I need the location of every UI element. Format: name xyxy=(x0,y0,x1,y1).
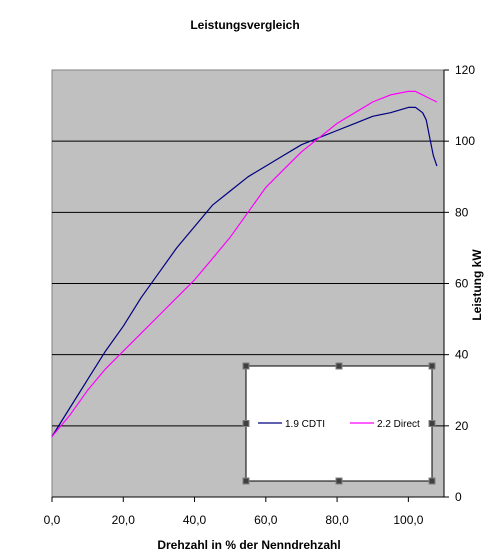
legend-handle-6[interactable] xyxy=(242,477,250,485)
y-tick-label: 40 xyxy=(455,348,469,362)
x-axis: 0,0 20,0 40,0 60,0 80,0 100,0 xyxy=(44,496,444,527)
series-layer xyxy=(51,90,438,437)
legend-handle-4[interactable] xyxy=(242,420,250,427)
x-tick-label: 40,0 xyxy=(183,513,207,527)
legend-handle-7[interactable] xyxy=(335,477,343,485)
legend-selection-handles[interactable] xyxy=(242,362,436,485)
y-tick-label: 100 xyxy=(455,134,475,148)
legend-handle-2[interactable] xyxy=(335,362,343,370)
y-tick-label: 0 xyxy=(455,490,462,504)
series-line-1 xyxy=(51,106,438,437)
y-tick-label: 20 xyxy=(455,419,469,433)
y-axis-label: Leistung kW xyxy=(470,249,484,321)
x-tick-label: 0,0 xyxy=(44,513,61,527)
y-axis: 0 20 40 60 80 100 120 xyxy=(443,63,475,504)
x-tick-label: 80,0 xyxy=(325,513,349,527)
legend-label-2: 2.2 Direct xyxy=(377,419,420,430)
legend-handle-5[interactable] xyxy=(428,420,436,427)
legend-items: 1.9 CDTI 2.2 Direct xyxy=(258,419,420,430)
legend-handle-3[interactable] xyxy=(428,362,436,370)
legend-label-1: 1.9 CDTI xyxy=(285,419,325,430)
x-tick-label: 100,0 xyxy=(393,513,423,527)
y-tick-label: 60 xyxy=(455,277,469,291)
series-line-2 xyxy=(51,90,438,437)
chart-title: Leistungsvergleich xyxy=(190,18,299,32)
x-tick-label: 20,0 xyxy=(112,513,136,527)
legend-handle-1[interactable] xyxy=(242,362,250,370)
y-tick-label: 120 xyxy=(455,63,475,77)
y-tick-label: 80 xyxy=(455,205,469,219)
legend-handle-8[interactable] xyxy=(428,477,436,485)
x-axis-label: Drehzahl in % der Nenndrehzahl xyxy=(157,538,340,552)
legend[interactable]: 1.9 CDTI 2.2 Direct xyxy=(242,362,436,485)
x-tick-label: 60,0 xyxy=(254,513,278,527)
